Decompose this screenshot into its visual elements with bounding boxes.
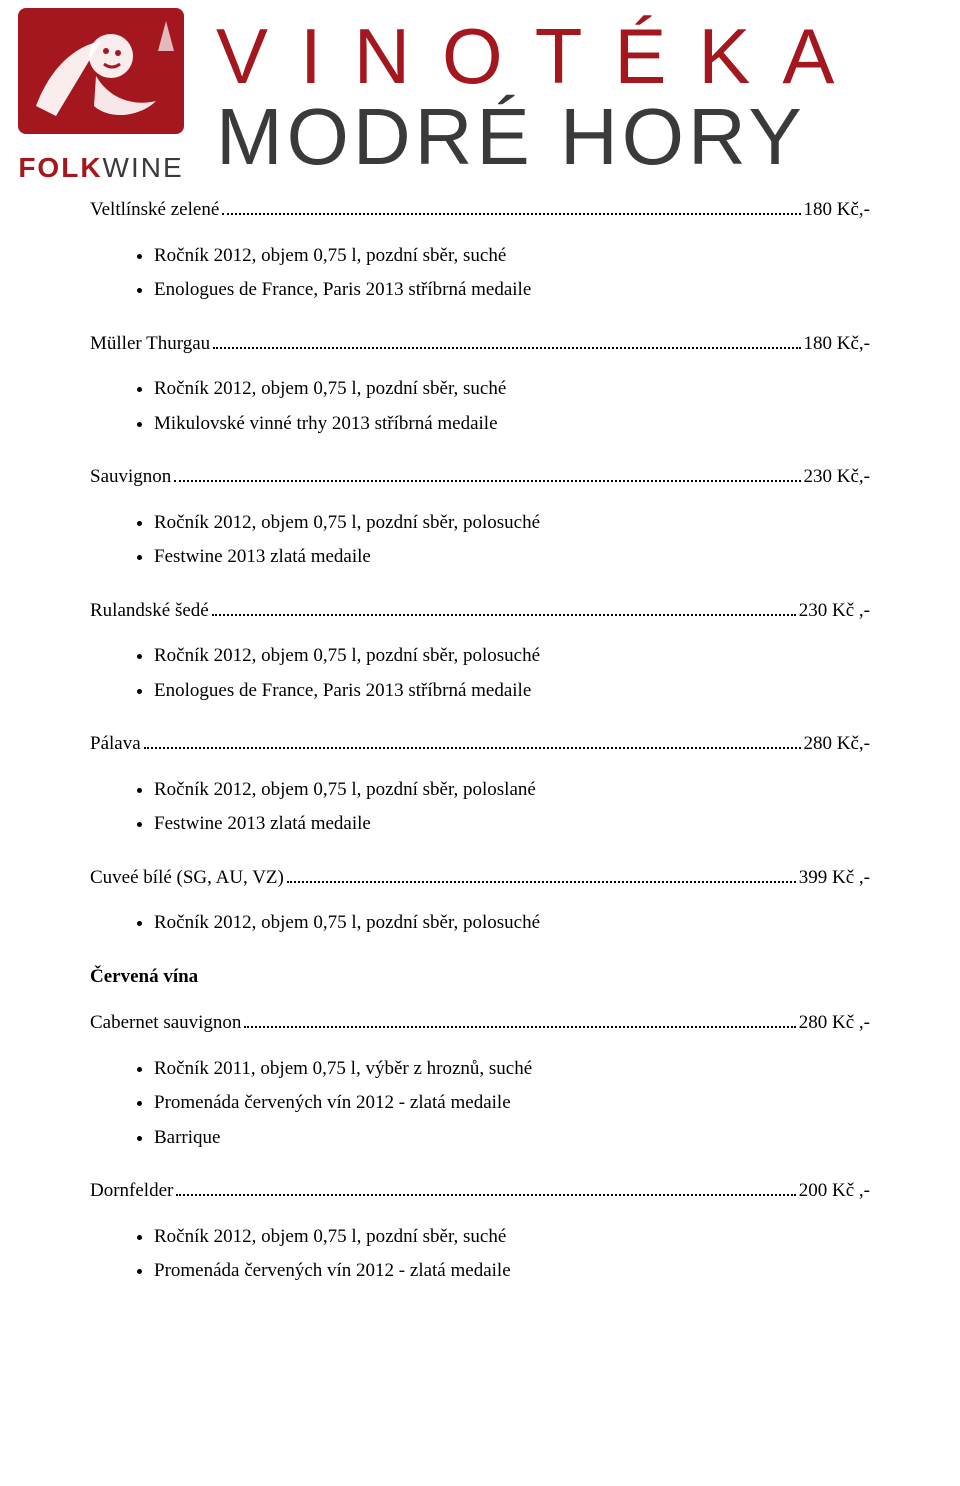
wine-row: Pálava 280 Kč,- [90, 730, 870, 759]
wine-bullet: Ročník 2012, objem 0,75 l, pozdní sběr, … [154, 773, 870, 808]
folkwine-folk: FOLK [18, 152, 102, 183]
title-line-2: MODRÉ HORY [216, 97, 950, 177]
dot-leader [222, 199, 800, 215]
wine-entry: Sauvignon 230 Kč,- Ročník 2012, objem 0,… [90, 463, 870, 575]
wine-name: Cabernet sauvignon [90, 1009, 241, 1038]
wine-row: Dornfelder 200 Kč ,- [90, 1177, 870, 1206]
section-heading-red-wines: Červená vína [90, 963, 870, 992]
wine-list: Veltlínské zelené 180 Kč,- Ročník 2012, … [0, 184, 960, 1341]
wine-entry: Pálava 280 Kč,- Ročník 2012, objem 0,75 … [90, 730, 870, 842]
wine-name: Dornfelder [90, 1177, 173, 1206]
wine-name: Cuveé bílé (SG, AU, VZ) [90, 864, 284, 893]
wine-bullet: Barrique [154, 1121, 870, 1156]
wine-entry: Dornfelder 200 Kč ,- Ročník 2012, objem … [90, 1177, 870, 1289]
wine-bullet: Ročník 2012, objem 0,75 l, pozdní sběr, … [154, 906, 870, 941]
dot-leader [144, 733, 801, 749]
title-block: VINOTÉKA MODRÉ HORY [216, 13, 950, 177]
dot-leader [212, 599, 796, 615]
title-line-1: VINOTÉKA [216, 17, 950, 95]
folkwine-wine: WINE [103, 152, 184, 183]
wine-name: Rulandské šedé [90, 597, 209, 626]
wine-row: Müller Thurgau 180 Kč,- [90, 330, 870, 359]
dot-leader [287, 866, 796, 882]
wine-row: Cabernet sauvignon 280 Kč ,- [90, 1009, 870, 1038]
wine-bullets: Ročník 2012, objem 0,75 l, pozdní sběr, … [90, 773, 870, 842]
wine-bullets: Ročník 2012, objem 0,75 l, pozdní sběr, … [90, 239, 870, 308]
wine-bullet: Promenáda červených vín 2012 - zlatá med… [154, 1254, 870, 1289]
wine-bullets: Ročník 2012, objem 0,75 l, pozdní sběr, … [90, 906, 870, 941]
wine-bullet: Ročník 2012, objem 0,75 l, pozdní sběr, … [154, 506, 870, 541]
wine-row: Sauvignon 230 Kč,- [90, 463, 870, 492]
wine-bullets: Ročník 2012, objem 0,75 l, pozdní sběr, … [90, 639, 870, 708]
wine-bullet: Enologues de France, Paris 2013 stříbrná… [154, 674, 870, 709]
wine-row: Cuveé bílé (SG, AU, VZ) 399 Kč ,- [90, 864, 870, 893]
wine-name: Veltlínské zelené [90, 196, 219, 225]
wine-price: 399 Kč ,- [799, 864, 870, 893]
wine-bullet: Ročník 2012, objem 0,75 l, pozdní sběr, … [154, 1220, 870, 1255]
dot-leader [213, 332, 800, 348]
wine-bullet: Ročník 2011, objem 0,75 l, výběr z hrozn… [154, 1052, 870, 1087]
wine-entry: Cabernet sauvignon 280 Kč ,- Ročník 2011… [90, 1009, 870, 1155]
wine-entry: Müller Thurgau 180 Kč,- Ročník 2012, obj… [90, 330, 870, 442]
wine-row: Rulandské šedé 230 Kč ,- [90, 597, 870, 626]
wine-price: 230 Kč ,- [799, 597, 870, 626]
wine-bullet: Ročník 2012, objem 0,75 l, pozdní sběr, … [154, 372, 870, 407]
wine-bullets: Ročník 2012, objem 0,75 l, pozdní sběr, … [90, 1220, 870, 1289]
wine-price: 230 Kč,- [804, 463, 870, 492]
wine-price: 180 Kč,- [804, 196, 870, 225]
page-header: FOLKWINE VINOTÉKA MODRÉ HORY [0, 0, 960, 184]
folkwine-logo-art [16, 6, 186, 146]
wine-bullet: Ročník 2012, objem 0,75 l, pozdní sběr, … [154, 239, 870, 274]
wine-entry: Rulandské šedé 230 Kč ,- Ročník 2012, ob… [90, 597, 870, 709]
wine-bullet: Festwine 2013 zlatá medaile [154, 540, 870, 575]
wine-bullet: Enologues de France, Paris 2013 stříbrná… [154, 273, 870, 308]
dot-leader [244, 1012, 795, 1028]
wine-entry: Cuveé bílé (SG, AU, VZ) 399 Kč ,- Ročník… [90, 864, 870, 941]
wine-name: Pálava [90, 730, 141, 759]
wine-price: 200 Kč ,- [799, 1177, 870, 1206]
wine-name: Sauvignon [90, 463, 171, 492]
wine-bullet: Ročník 2012, objem 0,75 l, pozdní sběr, … [154, 639, 870, 674]
logo-block: FOLKWINE [6, 6, 196, 184]
wine-price: 280 Kč,- [804, 730, 870, 759]
wine-row: Veltlínské zelené 180 Kč,- [90, 196, 870, 225]
wine-entry: Veltlínské zelené 180 Kč,- Ročník 2012, … [90, 196, 870, 308]
wine-bullet: Festwine 2013 zlatá medaile [154, 807, 870, 842]
wine-price: 280 Kč ,- [799, 1009, 870, 1038]
wine-bullets: Ročník 2012, objem 0,75 l, pozdní sběr, … [90, 372, 870, 441]
wine-price: 180 Kč,- [804, 330, 870, 359]
folkwine-wordmark: FOLKWINE [18, 152, 183, 184]
wine-bullet: Mikulovské vinné trhy 2013 stříbrná meda… [154, 407, 870, 442]
wine-bullets: Ročník 2011, objem 0,75 l, výběr z hrozn… [90, 1052, 870, 1156]
dot-leader [174, 466, 800, 482]
wine-bullet: Promenáda červených vín 2012 - zlatá med… [154, 1086, 870, 1121]
wine-name: Müller Thurgau [90, 330, 210, 359]
dot-leader [176, 1180, 795, 1196]
wine-bullets: Ročník 2012, objem 0,75 l, pozdní sběr, … [90, 506, 870, 575]
